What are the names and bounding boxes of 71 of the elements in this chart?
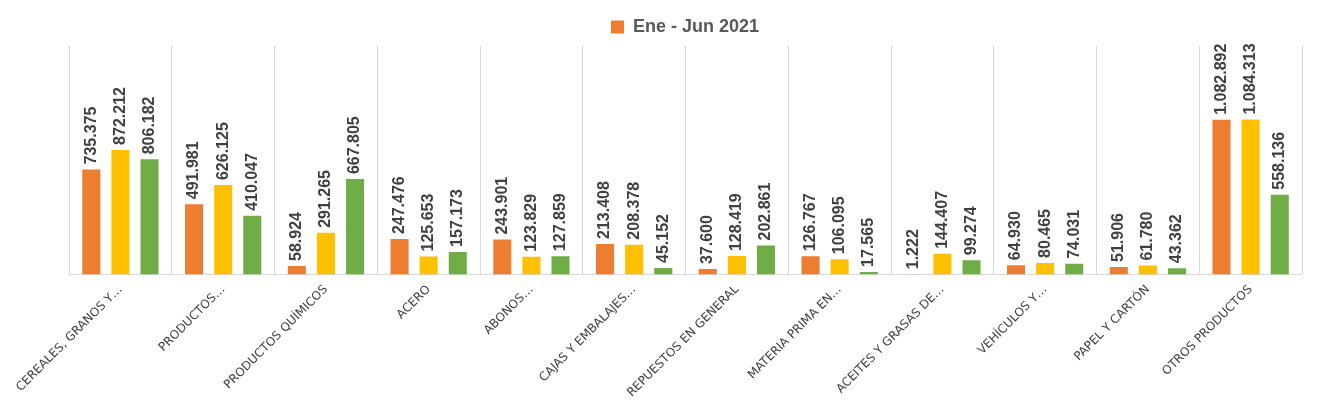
bar bbox=[933, 253, 952, 275]
bar bbox=[185, 204, 204, 275]
data-label: 208.378 bbox=[624, 181, 642, 240]
data-label: 45.152 bbox=[653, 213, 671, 263]
bar bbox=[493, 239, 512, 275]
bar bbox=[830, 259, 849, 275]
bar bbox=[1270, 194, 1289, 275]
data-label: 410.047 bbox=[242, 152, 260, 211]
data-label: 157.173 bbox=[448, 189, 466, 247]
data-label: 128.419 bbox=[727, 193, 745, 252]
data-label: 125.653 bbox=[419, 193, 437, 252]
legend-label: Ene - Jun 2021 bbox=[632, 15, 760, 36]
bar bbox=[1241, 119, 1260, 275]
data-label: 99.274 bbox=[961, 206, 979, 256]
data-label: 126.767 bbox=[800, 193, 818, 252]
data-label: 123.829 bbox=[521, 193, 539, 252]
data-label: 1.222 bbox=[903, 229, 921, 270]
bar bbox=[419, 256, 438, 275]
bar bbox=[111, 149, 130, 275]
data-label: 58.924 bbox=[287, 211, 305, 261]
bar bbox=[654, 267, 673, 275]
data-label: 1.084.313 bbox=[1241, 43, 1259, 115]
data-label: 1.082.892 bbox=[1211, 43, 1229, 115]
data-label: 243.901 bbox=[492, 176, 510, 235]
data-label: 247.476 bbox=[389, 176, 407, 235]
bar bbox=[727, 256, 746, 275]
bar bbox=[801, 256, 820, 275]
data-label: 213.408 bbox=[595, 181, 613, 239]
bar bbox=[82, 169, 101, 275]
bar bbox=[756, 245, 776, 275]
data-label: 806.182 bbox=[139, 96, 157, 155]
data-label: 127.859 bbox=[550, 193, 568, 252]
bar bbox=[1036, 262, 1055, 275]
data-label: 667.805 bbox=[345, 116, 363, 175]
bar bbox=[1138, 265, 1157, 275]
data-label: 17.565 bbox=[859, 217, 877, 267]
bar bbox=[596, 243, 615, 275]
bar bbox=[214, 185, 233, 275]
bar bbox=[1007, 265, 1026, 275]
bar bbox=[346, 179, 365, 275]
data-label: 491.981 bbox=[184, 141, 202, 200]
data-label: 37.600 bbox=[698, 215, 716, 265]
bar bbox=[522, 256, 541, 275]
bar bbox=[625, 244, 644, 275]
bar bbox=[1065, 263, 1084, 275]
bar bbox=[390, 239, 409, 275]
bar bbox=[316, 232, 335, 275]
data-label: 626.125 bbox=[213, 122, 231, 181]
data-label: 64.930 bbox=[1006, 211, 1024, 261]
data-label: 202.861 bbox=[756, 182, 774, 241]
data-label: 144.407 bbox=[932, 190, 950, 249]
bar bbox=[448, 251, 467, 275]
data-label: 558.136 bbox=[1270, 131, 1288, 190]
bar bbox=[698, 269, 717, 275]
data-label: 51.906 bbox=[1109, 212, 1127, 262]
data-label: 735.375 bbox=[81, 106, 99, 165]
bar bbox=[243, 215, 262, 275]
bar bbox=[140, 159, 159, 275]
bar bbox=[287, 265, 306, 275]
bar bbox=[1167, 268, 1187, 275]
data-label: 872.212 bbox=[110, 86, 128, 145]
bar bbox=[1109, 267, 1128, 275]
data-label: 80.465 bbox=[1035, 208, 1053, 258]
data-label: 106.095 bbox=[830, 196, 848, 255]
data-label: 43.362 bbox=[1167, 214, 1185, 264]
bar bbox=[1212, 119, 1231, 275]
data-label: 74.031 bbox=[1064, 209, 1082, 259]
bar bbox=[551, 256, 570, 275]
data-label: 61.780 bbox=[1138, 211, 1156, 261]
data-label: 291.265 bbox=[316, 169, 334, 228]
bar bbox=[962, 260, 981, 275]
